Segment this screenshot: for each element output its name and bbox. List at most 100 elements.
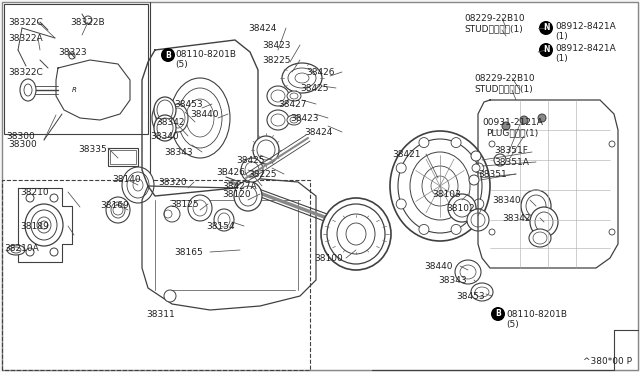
- Text: 38343: 38343: [438, 276, 467, 285]
- Text: R: R: [72, 87, 76, 93]
- Text: STUDスタッド(1): STUDスタッド(1): [464, 24, 523, 33]
- Text: 38154: 38154: [206, 222, 235, 231]
- Text: 08912-8421A: 08912-8421A: [555, 44, 616, 53]
- Ellipse shape: [20, 79, 36, 101]
- Text: N: N: [543, 45, 549, 55]
- Circle shape: [164, 290, 176, 302]
- Circle shape: [451, 224, 461, 234]
- Circle shape: [26, 248, 34, 256]
- Circle shape: [539, 21, 553, 35]
- Circle shape: [489, 229, 495, 235]
- Text: (1): (1): [555, 54, 568, 63]
- Text: (5): (5): [506, 320, 519, 329]
- Text: 38453: 38453: [456, 292, 484, 301]
- Text: 38427A: 38427A: [222, 182, 257, 191]
- Ellipse shape: [241, 158, 263, 182]
- Text: 38342: 38342: [156, 118, 184, 127]
- Text: 38424: 38424: [248, 24, 276, 33]
- Circle shape: [451, 138, 461, 148]
- Circle shape: [539, 43, 553, 57]
- Polygon shape: [478, 100, 618, 268]
- Text: 08229-22B10: 08229-22B10: [474, 74, 534, 83]
- Text: 38453: 38453: [174, 100, 203, 109]
- Text: 38343: 38343: [164, 148, 193, 157]
- Text: 38102: 38102: [446, 204, 475, 213]
- Text: 38440: 38440: [190, 110, 218, 119]
- Text: 38210A: 38210A: [4, 244, 39, 253]
- Ellipse shape: [234, 181, 262, 211]
- Text: 38100: 38100: [314, 254, 343, 263]
- Circle shape: [396, 199, 406, 209]
- Text: 38165: 38165: [174, 248, 203, 257]
- Text: 38320: 38320: [158, 178, 187, 187]
- Polygon shape: [18, 188, 72, 262]
- Bar: [110, 150, 136, 164]
- Text: N: N: [543, 23, 549, 32]
- Text: 38322A: 38322A: [8, 34, 43, 43]
- Bar: [108, 148, 138, 166]
- Text: 38421: 38421: [392, 150, 420, 159]
- Circle shape: [471, 151, 481, 161]
- Circle shape: [538, 114, 546, 122]
- Text: 08229-22B10: 08229-22B10: [464, 14, 525, 23]
- Polygon shape: [142, 40, 258, 196]
- Text: 38423: 38423: [290, 114, 319, 123]
- Ellipse shape: [7, 245, 25, 255]
- Text: B: B: [495, 310, 501, 318]
- Ellipse shape: [106, 197, 130, 223]
- Text: 38300: 38300: [6, 132, 35, 141]
- Text: 38103: 38103: [432, 190, 461, 199]
- Circle shape: [474, 199, 484, 209]
- Text: 08110-8201B: 08110-8201B: [175, 50, 236, 59]
- Ellipse shape: [188, 195, 212, 221]
- Circle shape: [50, 194, 58, 202]
- Text: 38425: 38425: [300, 84, 328, 93]
- Text: 08110-8201B: 08110-8201B: [506, 310, 567, 319]
- Circle shape: [472, 164, 480, 172]
- Ellipse shape: [287, 115, 301, 125]
- Ellipse shape: [455, 260, 481, 284]
- Text: 38323: 38323: [58, 48, 86, 57]
- Circle shape: [26, 194, 34, 202]
- Circle shape: [50, 248, 58, 256]
- Text: (5): (5): [175, 60, 188, 69]
- Text: 3B426: 3B426: [216, 168, 245, 177]
- Text: 38424: 38424: [304, 128, 332, 137]
- Text: 38340: 38340: [150, 132, 179, 141]
- Text: (1): (1): [555, 32, 568, 41]
- Text: B: B: [165, 51, 171, 60]
- Ellipse shape: [267, 110, 289, 130]
- Circle shape: [419, 224, 429, 234]
- Text: 38351F: 38351F: [494, 146, 528, 155]
- Text: 38423: 38423: [262, 41, 291, 50]
- Bar: [4, 4, 148, 134]
- Ellipse shape: [152, 103, 172, 133]
- Circle shape: [84, 16, 92, 24]
- Text: 38342: 38342: [502, 214, 531, 223]
- Text: 00931-2121A: 00931-2121A: [482, 118, 543, 127]
- Circle shape: [609, 229, 615, 235]
- Ellipse shape: [530, 207, 558, 237]
- Polygon shape: [56, 60, 130, 120]
- Circle shape: [491, 307, 505, 321]
- Ellipse shape: [390, 131, 490, 241]
- Ellipse shape: [214, 209, 234, 231]
- Ellipse shape: [267, 86, 289, 106]
- Circle shape: [502, 122, 510, 130]
- Text: 38335: 38335: [78, 145, 107, 154]
- Ellipse shape: [471, 283, 493, 301]
- Text: 38120: 38120: [222, 190, 251, 199]
- Text: 38225: 38225: [262, 56, 291, 65]
- Ellipse shape: [521, 190, 551, 222]
- Text: 38427: 38427: [278, 100, 307, 109]
- Circle shape: [494, 154, 506, 166]
- Text: 38125: 38125: [170, 200, 198, 209]
- Ellipse shape: [168, 104, 188, 132]
- Text: 38210: 38210: [20, 188, 49, 197]
- Ellipse shape: [287, 91, 301, 101]
- Text: 38440: 38440: [424, 262, 452, 271]
- Text: 38300: 38300: [8, 140, 36, 149]
- Text: 38340: 38340: [492, 196, 520, 205]
- Circle shape: [396, 163, 406, 173]
- Circle shape: [520, 116, 528, 124]
